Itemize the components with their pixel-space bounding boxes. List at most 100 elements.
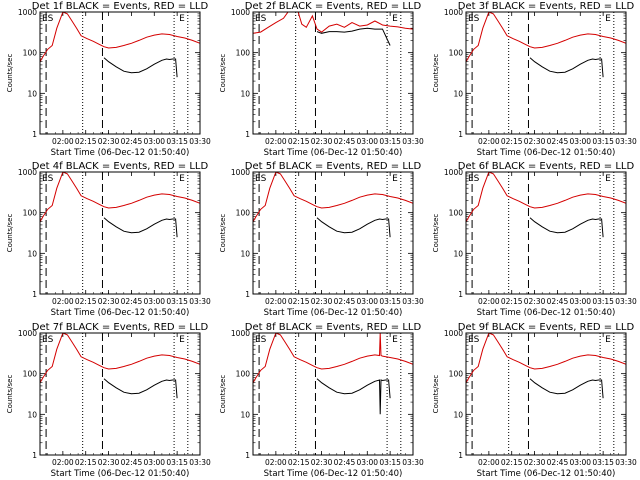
x-tick-label: 02:00 [265,297,287,306]
plot-frame [252,171,414,295]
x-tick-label: 03:00 [143,297,165,306]
x-tick-label: 02:45 [121,458,143,467]
x-tick-label: 02:30 [98,458,120,467]
y-axis-label: Counts/sec [432,214,440,253]
marker-right: E [392,174,398,184]
plot-frame [465,332,627,456]
x-tick-label: 02:15 [501,458,523,467]
marker-right: E [179,14,185,24]
y-axis-label: Counts/sec [6,54,14,93]
x-tick-label: 02:45 [334,458,356,467]
x-tick-label: 02:00 [265,137,287,146]
plot-frame [252,332,414,456]
y-tick-label: 10 [453,410,463,419]
x-tick-label: 02:30 [524,458,546,467]
x-tick-label: 03:30 [189,137,211,146]
y-tick-label: 100 [23,209,38,218]
y-tick-label: 10 [453,89,463,98]
y-tick-label: 1 [458,130,463,139]
x-tick-label: 02:45 [121,137,143,146]
y-tick-label: 100 [449,370,464,379]
panel-title: Det 5f BLACK = Events, RED = LLD [245,161,422,172]
marker-right: E [392,14,398,24]
y-tick-label: 1 [245,290,250,299]
series-line-black [103,57,178,78]
y-tick-label: 1000 [231,8,250,17]
marker-left: ES [255,335,267,345]
y-tick-label: 1 [245,451,250,460]
series-line-black [529,217,604,238]
x-tick-label: 03:30 [189,458,211,467]
panel-title: Det 9f BLACK = Events, RED = LLD [458,322,635,333]
y-tick-label: 10 [453,249,463,258]
x-tick-label: 03:00 [143,137,165,146]
y-tick-label: 100 [449,209,464,218]
x-tick-label: 02:45 [334,297,356,306]
panel-title: Det 4f BLACK = Events, RED = LLD [32,161,209,172]
y-tick-label: 1000 [18,8,37,17]
x-tick-label: 03:00 [143,458,165,467]
x-tick-label: 03:30 [615,297,637,306]
x-axis-label: Start Time (06-Dec-12 01:50:40) [477,308,616,318]
y-tick-label: 10 [27,89,37,98]
x-tick-label: 03:00 [356,297,378,306]
y-tick-label: 1000 [444,329,463,338]
series-line-red [40,333,200,383]
x-tick-label: 02:45 [547,297,569,306]
plot-frame [252,11,414,135]
panel-6: Det 6f BLACK = Events, RED = LLD Counts/s… [432,161,637,318]
y-tick-label: 10 [27,249,37,258]
x-axis-label: Start Time (06-Dec-12 01:50:40) [477,469,616,479]
y-tick-label: 1 [458,451,463,460]
y-tick-label: 1000 [444,168,463,177]
panel-title: Det 1f BLACK = Events, RED = LLD [32,1,209,12]
marker-left: ES [468,14,480,24]
y-tick-label: 10 [240,249,250,258]
y-tick-label: 1000 [231,329,250,338]
series-line-red [466,172,626,222]
series-line-red [253,12,413,34]
x-tick-label: 03:15 [379,297,401,306]
y-tick-label: 1 [458,290,463,299]
x-tick-label: 03:30 [615,137,637,146]
x-tick-label: 02:30 [311,137,333,146]
x-axis-label: Start Time (06-Dec-12 01:50:40) [264,469,403,479]
series-line-black [316,27,391,46]
y-tick-label: 10 [240,410,250,419]
series-line-black [529,378,604,399]
x-tick-label: 02:00 [52,458,74,467]
series-line-red [40,12,200,62]
panel-8: Det 8f BLACK = Events, RED = LLD Counts/s… [219,322,424,479]
marker-right: E [605,14,611,24]
y-axis-label: Counts/sec [219,54,227,93]
series-line-black [316,378,391,415]
y-tick-label: 100 [236,49,251,58]
marker-left: ES [468,174,480,184]
marker-left: ES [42,335,54,345]
series-line-red [40,172,200,222]
x-tick-label: 02:15 [75,137,97,146]
panel-3: Det 3f BLACK = Events, RED = LLD Counts/s… [432,1,637,158]
marker-right: E [179,174,185,184]
x-tick-label: 02:45 [121,297,143,306]
y-tick-label: 100 [23,370,38,379]
y-tick-label: 100 [449,49,464,58]
x-axis-label: Start Time (06-Dec-12 01:50:40) [264,148,403,158]
marker-right: E [179,335,185,345]
x-tick-label: 02:30 [98,137,120,146]
x-tick-label: 03:00 [569,297,591,306]
x-tick-label: 02:15 [501,297,523,306]
x-tick-label: 02:30 [98,297,120,306]
plot-frame [465,171,627,295]
marker-right: E [605,335,611,345]
y-tick-label: 1000 [18,168,37,177]
x-tick-label: 02:30 [524,137,546,146]
series-line-black [103,378,178,399]
x-tick-label: 03:00 [356,458,378,467]
series-line-red [253,172,413,222]
x-tick-label: 02:30 [311,297,333,306]
plot-frame [39,171,201,295]
x-axis-label: Start Time (06-Dec-12 01:50:40) [477,148,616,158]
x-tick-label: 03:15 [166,458,188,467]
x-tick-label: 02:00 [52,137,74,146]
